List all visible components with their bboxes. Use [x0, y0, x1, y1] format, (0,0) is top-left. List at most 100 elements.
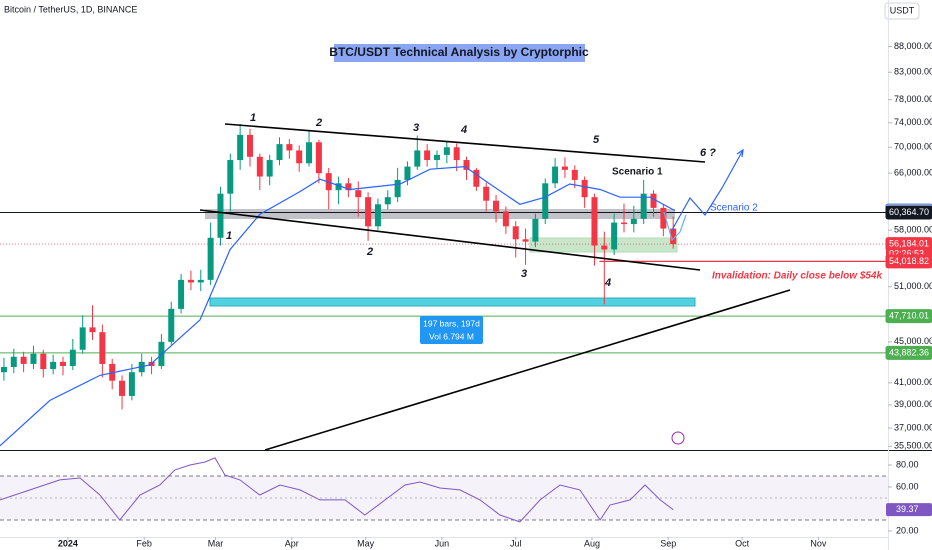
candle-body — [522, 239, 529, 242]
candle-body — [89, 327, 96, 333]
wave-label: 1 — [250, 112, 256, 124]
price-badge-label: 60,364.70 — [889, 207, 929, 217]
candle-body — [187, 279, 194, 283]
candle-body — [266, 160, 273, 177]
resistance-zone — [205, 209, 675, 219]
measure-bars: 197 bars, 197d — [423, 318, 480, 328]
candle-body — [168, 308, 175, 342]
chart-title: BTC/USDT Technical Analysis by Cryptorph… — [329, 45, 589, 59]
y-tick-label: 37,000.00 — [894, 422, 932, 432]
candle-body — [345, 183, 352, 191]
price-badge-label: 47,710.01 — [889, 310, 929, 320]
y-tick-label: 70,000.00 — [894, 142, 932, 152]
candle-body — [296, 150, 303, 164]
candle-body — [542, 183, 549, 219]
candle-body — [453, 147, 460, 161]
scenario-1-path — [671, 149, 744, 231]
x-tick-label: 2024 — [58, 538, 78, 548]
candle-body — [433, 154, 440, 161]
measure-volume: Vol 6.794 M — [429, 331, 474, 341]
candle-body — [601, 245, 608, 250]
candle-body — [374, 204, 381, 227]
candle-body — [365, 197, 372, 227]
scenario-label: Scenario 2 — [710, 203, 758, 214]
price-badge — [885, 205, 932, 220]
candle-body — [650, 193, 657, 208]
candle-body — [414, 150, 421, 167]
wave-label: 6 ? — [700, 147, 716, 159]
wave-label: 2 — [315, 117, 322, 129]
currency: USDT — [890, 5, 915, 15]
countdown: 02:26:53 — [889, 248, 924, 258]
rsi-tick-label: 60.00 — [896, 481, 919, 491]
candle-body — [256, 156, 263, 177]
candle-body — [670, 228, 677, 245]
candle-body — [335, 183, 342, 191]
candle-body — [424, 150, 431, 161]
currency-button[interactable] — [884, 2, 920, 20]
candle-body — [119, 380, 126, 396]
measure-box — [420, 316, 483, 344]
candle-body — [69, 349, 76, 366]
candle-body — [473, 169, 480, 187]
candle-body — [197, 279, 204, 283]
candle-body — [276, 144, 283, 161]
candle-body — [591, 197, 598, 246]
candle-body — [493, 200, 500, 212]
title-box — [334, 44, 585, 62]
x-tick-label: Jun — [435, 538, 450, 548]
rsi-badge-label: 39.37 — [896, 504, 919, 514]
price-badge-label: 43,882.36 — [889, 347, 929, 357]
candle-body — [99, 332, 106, 364]
price-badge-label: 54,018.82 — [889, 256, 929, 266]
candle-body — [59, 361, 66, 366]
candle-body — [355, 190, 362, 198]
x-tick-label: Sep — [660, 538, 676, 548]
candle-body — [50, 361, 57, 370]
rsi-badge — [886, 503, 932, 517]
candle-body — [630, 218, 637, 225]
symbol-header: Bitcoin / TetherUS, 1D, BINANCE — [4, 4, 137, 14]
scenario-label: Scenario 1 — [612, 167, 663, 178]
candle-body — [246, 134, 253, 157]
moving-average — [0, 165, 676, 447]
y-tick-label: 39,000.00 — [894, 399, 932, 409]
x-tick-label: Mar — [208, 538, 224, 548]
invalidation-note: Invalidation: Daily close below $54k — [712, 271, 882, 282]
candle-body — [207, 237, 214, 280]
rsi-tick-label: 80.00 — [896, 459, 919, 469]
plot — [0, 123, 677, 523]
y-tick-label: 66,000.00 — [894, 168, 932, 178]
wave-label: 4 — [604, 277, 611, 289]
candle-body — [286, 144, 293, 151]
support-zone — [529, 237, 678, 253]
candle-body — [581, 179, 588, 198]
candle-body — [79, 327, 86, 350]
candle-body — [404, 166, 411, 180]
candle-body — [306, 142, 313, 164]
event-icon[interactable] — [671, 431, 685, 445]
candle-body — [394, 179, 401, 198]
candle-body — [512, 226, 519, 240]
y-tick-label: 78,000.00 — [894, 94, 932, 104]
x-tick-label: Jul — [510, 538, 522, 548]
wave-label: 3 — [413, 122, 419, 134]
y-tick-label: 74,000.00 — [894, 117, 932, 127]
upper-trendline — [224, 123, 706, 163]
candle-body — [315, 142, 322, 174]
candle-body — [552, 166, 559, 184]
long-trendline — [264, 289, 791, 451]
axes: 88,000.00 83,000.00 78,000.00 74,000.00 70,0… — [58, 41, 932, 548]
y-tick-label: 41,000.00 — [894, 377, 932, 387]
candle-body — [384, 197, 391, 205]
x-tick-label: Nov — [810, 538, 827, 548]
rsi-band — [0, 475, 888, 520]
candle-body — [660, 207, 667, 229]
candle-body — [443, 147, 450, 155]
y-tick-label: 83,000.00 — [894, 67, 932, 77]
wave-label: 5 — [593, 134, 600, 146]
x-tick-label: Oct — [735, 538, 750, 548]
wave-label: 4 — [460, 124, 467, 136]
